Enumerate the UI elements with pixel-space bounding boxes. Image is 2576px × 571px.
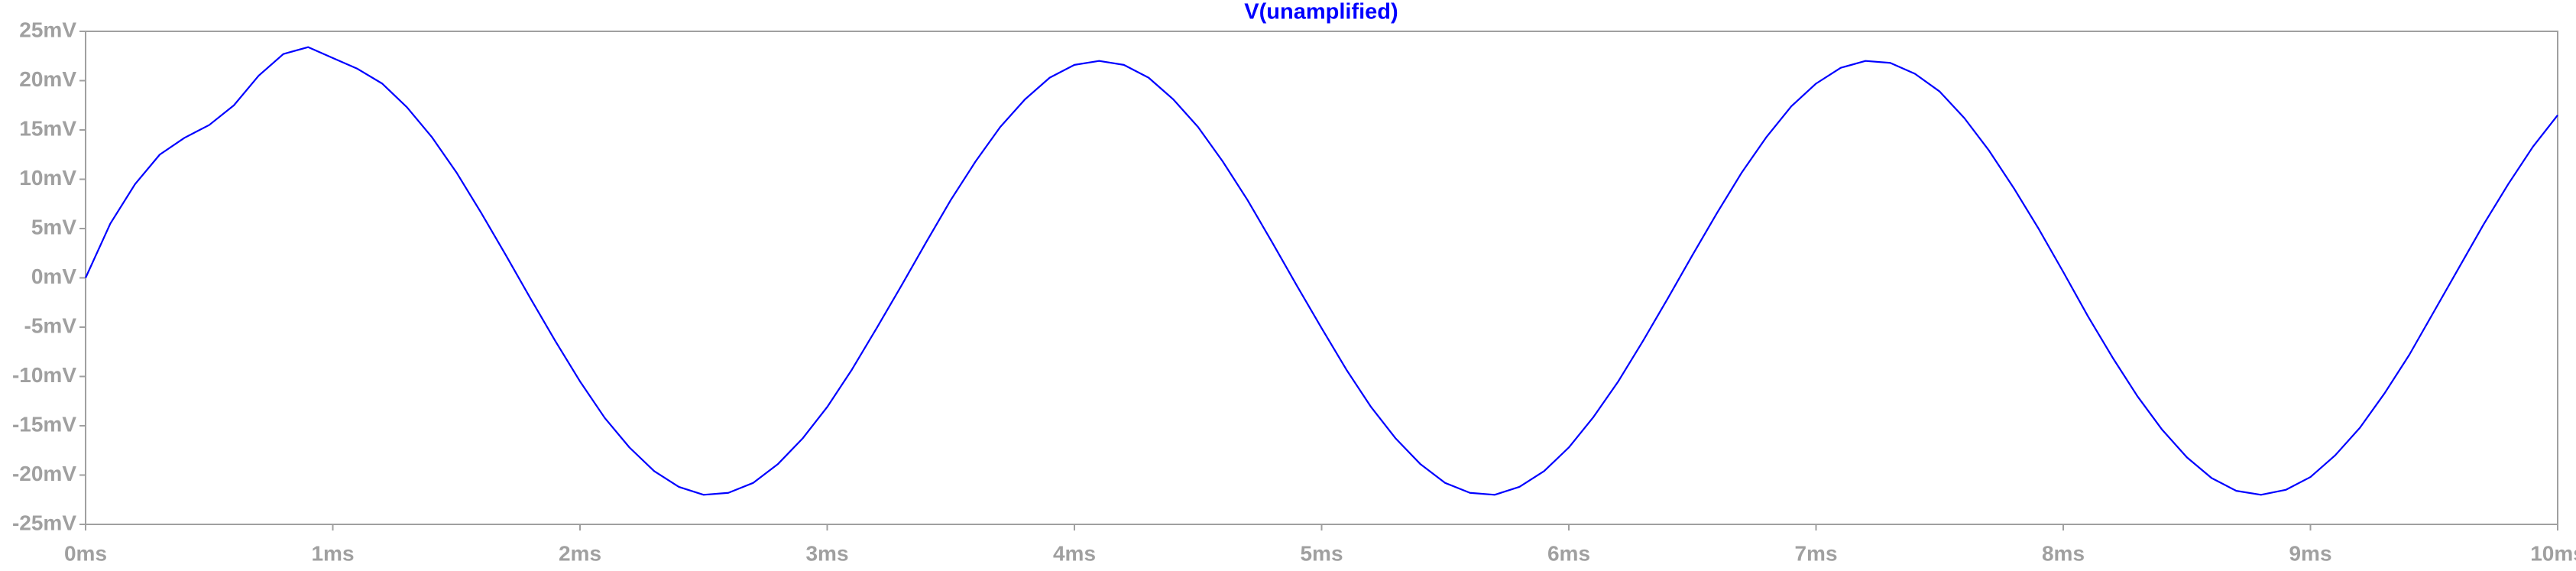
- y-tick-label: 25mV: [19, 18, 76, 41]
- x-tick-label: 6ms: [1547, 541, 1590, 565]
- y-tick-label: -15mV: [12, 412, 76, 436]
- y-tick-label: 0mV: [31, 264, 76, 288]
- y-tick-label: -5mV: [24, 313, 77, 337]
- y-tick-label: 10mV: [19, 166, 76, 190]
- x-tick-label: 7ms: [1794, 541, 1837, 565]
- x-tick-label: 2ms: [559, 541, 601, 565]
- y-tick-label: -25mV: [12, 511, 76, 534]
- y-tick-label: -20mV: [12, 462, 76, 485]
- chart-title: V(unamplified): [1244, 0, 1398, 24]
- x-tick-label: 4ms: [1053, 541, 1096, 565]
- x-tick-label: 5ms: [1300, 541, 1343, 565]
- y-tick-label: 5mV: [31, 215, 76, 238]
- y-tick-label: 15mV: [19, 116, 76, 140]
- x-tick-label: 1ms: [311, 541, 354, 565]
- x-tick-label: 8ms: [2042, 541, 2085, 565]
- x-tick-label: 3ms: [805, 541, 848, 565]
- x-tick-label: 10ms: [2530, 541, 2576, 565]
- x-tick-label: 9ms: [2289, 541, 2331, 565]
- series-line: [84, 46, 2558, 496]
- y-tick-label: -10mV: [12, 363, 76, 387]
- y-tick-label: 20mV: [19, 67, 76, 91]
- x-tick-label: 0ms: [64, 541, 107, 565]
- plot-frame: [85, 31, 2558, 525]
